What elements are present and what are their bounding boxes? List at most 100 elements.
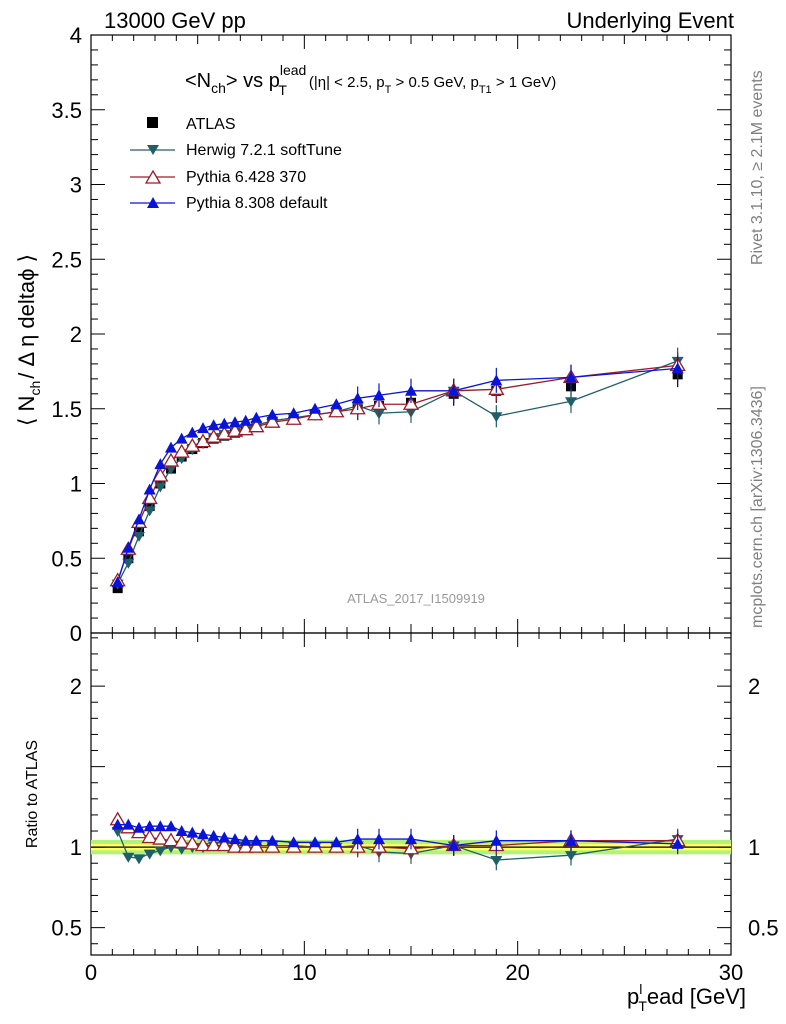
legend-marker-pythia6 [144,169,162,184]
ratio-point-pythia-8-308-default [565,834,577,846]
ratio-point-pythia-8-308-default [239,834,252,846]
legend-label-herwig: Herwig 7.2.1 softTune [186,142,342,159]
main-point-herwig-7-2-1-softtune [122,558,135,569]
x-label-a-sup: l [639,981,642,997]
ratio-point-pythia-8-308-default [490,834,503,846]
ratio-point-pythia-6-428-370 [216,837,233,852]
ratio-point-pythia-8-308-default [175,825,188,837]
ratio-point-pythia-8-308-default [197,828,209,840]
ratio-point-pythia-8-308-default [671,837,684,849]
tick-layer: 0 10 20 3000.511.522.533.540.5 0.51 12 2 [51,23,778,985]
ratio-point-pythia-8-308-default [250,834,263,846]
main-point-pythia-6-428-370 [184,437,201,452]
title-cut1-sub: T [385,84,392,96]
y-axis-label-ratio: Ratio to ATLAS [24,740,41,848]
main-point-herwig-7-2-1-softtune [165,464,177,475]
main-point-herwig-7-2-1-softtune [143,506,156,517]
x-axis-label: pl Tead [GeV] [627,981,746,1014]
ratio-point-pythia-8-308-default [186,826,199,838]
y-axis-label-main: ⟨ Nch / Δ η deltaϕ ⟩ [14,254,43,426]
ratio-point-pythia-6-428-370 [184,835,201,850]
title-cut2: > 0.5 GeV, p [391,74,478,91]
ratio-point-herwig-7-2-1-softtune [143,849,156,860]
legend-marker-atlas [147,117,158,128]
main-point-pythia-8-308-default [229,416,241,428]
y-tick-label-main: 2 [70,322,82,347]
main-point-atlas [144,500,155,511]
main-point-herwig-7-2-1-softtune [133,531,145,542]
main-point-pythia-8-308-default [351,392,364,404]
main-line-pythia-8-308-default [117,367,678,583]
title-cut3: > 1 GeV) [492,74,557,91]
main-point-pythia-8-308-default [447,384,460,396]
ratio-point-pythia-8-308-default [266,834,279,846]
main-point-pythia-6-428-370 [162,452,180,467]
analysis-watermark: ATLAS_2017_I1509919 [347,591,485,606]
y-tick-label-ratio-right: 0.5 [748,916,779,941]
ratio-point-pythia-6-428-370 [173,834,190,848]
main-point-pythia-8-308-default [565,371,577,383]
x-tick-label: 30 [719,960,743,985]
ratio-point-pythia-6-428-370 [264,838,281,853]
ratio-point-pythia-8-308-default [122,818,135,830]
ratio-point-pythia-8-308-default [218,831,231,843]
main-point-pythia-8-308-default [239,414,252,426]
mcplots-credit: mcplots.cern.ch [arXiv:1306.3436] [749,386,766,628]
main-point-pythia-8-308-default [186,426,199,438]
ratio-point-pythia-8-308-default [143,820,156,832]
main-point-pythia-6-428-370 [226,422,244,437]
y-tick-label-ratio-right: 2 [748,674,760,699]
ratio-point-pythia-6-428-370 [141,829,158,844]
ratio-point-herwig-7-2-1-softtune [565,851,577,862]
main-point-pythia-6-428-370 [402,395,420,410]
main-point-pythia-8-308-default [207,419,220,431]
y-tick-label-main: 3.5 [51,98,82,123]
main-point-pythia-8-308-default [218,417,231,429]
ratio-point-pythia-8-308-default [351,833,364,845]
y-label-a-sub: ch [27,381,43,396]
ratio-point-pythia-6-428-370 [162,832,180,847]
main-point-atlas [134,526,144,537]
main-point-pythia-8-308-default [309,402,321,414]
main-point-pythia-6-428-370 [152,467,169,482]
y-tick-label-ratio: 1 [70,835,82,860]
ratio-point-pythia-8-308-default [229,833,241,845]
ratio-point-herwig-7-2-1-softtune [122,852,135,863]
legend-marker-herwig [147,145,159,155]
y-tick-label-main: 2.5 [51,247,82,272]
main-point-pythia-6-428-370 [264,413,281,428]
ratio-point-pythia-6-428-370 [152,830,169,845]
ratio-point-pythia-8-308-default [405,833,417,845]
legend-label-pythia8: Pythia 8.308 default [186,195,328,212]
y-tick-label-main: 0.5 [51,546,82,571]
main-point-pythia-8-308-default [250,411,263,423]
main-point-pythia-8-308-default [143,483,156,495]
title-lhs: <N [185,70,211,92]
y-tick-label-main: 4 [70,23,82,48]
legend-marker-pythia8 [147,197,159,208]
y-label-b: / Δ η deltaϕ ⟩ [14,254,39,379]
x-label-b: ead [GeV] [647,984,746,1009]
ratio-point-pythia-8-308-default [373,833,385,845]
legend: ATLAS Herwig 7.2.1 softTune Pythia 6.428… [130,116,342,212]
main-point-pythia-8-308-default [671,362,684,374]
main-point-atlas [123,553,134,564]
ratio-point-pythia-8-308-default [309,836,321,848]
main-point-pythia-8-308-default [287,407,300,419]
y-tick-label-main: 0 [70,621,82,646]
ratio-point-pythia-8-308-default [287,836,300,848]
x-tick-label: 0 [85,960,97,985]
main-point-herwig-7-2-1-softtune [490,412,503,423]
rivet-version: Rivet 3.1.10, ≥ 2.1M events [749,70,766,265]
main-point-pythia-8-308-default [175,432,188,444]
y-tick-label-main: 1 [70,472,82,497]
header-right: Underlying Event [566,8,734,33]
y-label-a: ⟨ N [14,396,39,427]
main-line-herwig-7-2-1-softtune [117,360,678,584]
ratio-point-herwig-7-2-1-softtune [154,846,167,857]
y-tick-label-main: 3 [70,173,82,198]
main-point-pythia-6-428-370 [328,403,345,418]
main-point-pythia-8-308-default [111,576,124,588]
title-mid-sup: lead [280,62,306,78]
